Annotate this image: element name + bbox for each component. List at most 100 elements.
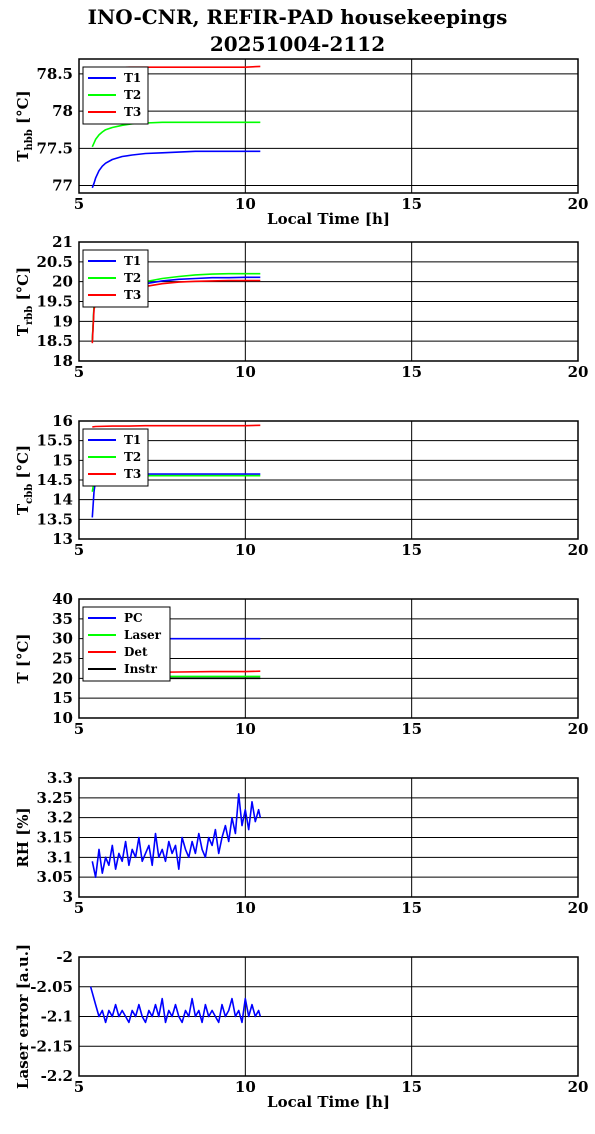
y-tick-label: 20.5	[36, 253, 73, 271]
y-tick-label: 35	[52, 610, 73, 628]
x-tick-label: 20	[568, 541, 589, 559]
chart-panel-rh: 3 3.05 3.13.15 3.2 3.25 3.3 5 10 15 20 RH [%]	[14, 769, 588, 917]
legend-label: T3	[124, 467, 141, 481]
y-tick-label: 3.05	[36, 868, 73, 886]
y-tick-label: 3.2	[47, 809, 73, 827]
y-tick-label: 3.25	[36, 789, 73, 807]
y-axis-label: RH [%]	[14, 807, 32, 867]
x-tick-label: 5	[74, 720, 84, 738]
x-tick-label: 10	[235, 899, 256, 917]
series-line-data	[91, 793, 262, 879]
legend-label: T2	[124, 88, 141, 102]
plot-frame	[78, 420, 579, 540]
legend-label: Det	[124, 645, 148, 659]
legend-label: Laser	[124, 628, 162, 642]
legend: PC Laser Det Instr	[82, 606, 171, 682]
x-axis-label: Local Time [h]	[267, 1093, 390, 1111]
y-tick-label: 14	[52, 491, 73, 509]
x-tick-label: 15	[401, 541, 422, 559]
y-tick-label: 15	[52, 451, 73, 469]
y-axis-label: Trbb [°C]	[14, 267, 35, 336]
plot-frame	[78, 241, 579, 362]
legend-label: T2	[124, 450, 141, 464]
series-line-data	[89, 986, 262, 1024]
x-tick-label: 20	[568, 1078, 589, 1096]
plot-frame	[78, 58, 579, 194]
legend-label: T1	[124, 433, 141, 447]
y-tick-label: 20	[52, 273, 73, 291]
y-axis-label: Tcbb [°C]	[14, 445, 35, 515]
x-tick-label: 15	[401, 720, 422, 738]
x-tick-label: 5	[74, 541, 84, 559]
x-tick-label: 15	[401, 195, 422, 213]
plot-area	[79, 59, 578, 193]
x-tick-label: 15	[401, 1078, 422, 1096]
y-tick-label: 78.5	[36, 65, 73, 83]
page-subtitle: 20251004-2112	[209, 32, 386, 56]
series-line-t1	[91, 150, 261, 189]
y-axis-label: Laser error [a.u.]	[14, 944, 32, 1089]
y-tick-label: 3.1	[47, 848, 73, 866]
y-tick-label: 14.5	[36, 471, 73, 489]
x-tick-label: 10	[235, 541, 256, 559]
y-tick-label: 13.5	[36, 510, 73, 528]
legend-label: T1	[124, 254, 141, 268]
x-tick-label: 20	[568, 720, 589, 738]
x-tick-label: 10	[235, 195, 256, 213]
x-tick-label: 15	[401, 899, 422, 917]
y-tick-label: -2.2	[41, 1067, 73, 1085]
plot-frame	[78, 777, 579, 898]
y-tick-label: 18.5	[36, 332, 73, 350]
legend: T1 T2 T3	[82, 249, 149, 308]
legend-label: T1	[124, 71, 141, 85]
y-tick-label: 78	[52, 102, 73, 120]
y-tick-label: -2.15	[30, 1037, 73, 1055]
chart-panel-laser: -2.2 -2.15 -2.1 -2.05 -2 5 10 15 20 Local Time [h…	[14, 944, 588, 1111]
legend-label: Instr	[124, 662, 158, 676]
legend-label: T3	[124, 105, 141, 119]
y-tick-label: 77.5	[36, 139, 73, 157]
y-tick-label: 16	[52, 412, 73, 430]
y-tick-label: 19.5	[36, 293, 73, 311]
plot-frame	[78, 598, 579, 719]
x-tick-label: 20	[568, 363, 589, 381]
y-tick-label: -2.05	[30, 978, 73, 996]
y-tick-label: 18	[52, 352, 73, 370]
y-tick-label: 10	[52, 709, 73, 727]
y-tick-label: 77	[52, 177, 73, 195]
x-tick-label: 20	[568, 195, 589, 213]
plot-frame	[78, 956, 579, 1077]
x-tick-label: 10	[235, 363, 256, 381]
y-tick-label: 3	[63, 888, 73, 906]
x-tick-label: 10	[235, 1078, 256, 1096]
chart-panel-hbb: 77 77.5 78 78.5 5 10 15 20 Local Time [h] Thbb [°…	[14, 58, 589, 228]
y-tick-label: 20	[52, 669, 73, 687]
y-tick-label: 3.3	[47, 769, 73, 787]
x-tick-label: 5	[74, 195, 84, 213]
y-tick-label: 15	[52, 689, 73, 707]
y-tick-label: 30	[52, 630, 73, 648]
x-tick-label: 5	[74, 363, 84, 381]
legend-label: T3	[124, 288, 141, 302]
y-tick-label: 21	[52, 233, 73, 251]
title-block: INO-CNR, REFIR-PAD housekeepings 2025100…	[0, 4, 595, 58]
y-tick-label: 25	[52, 650, 73, 668]
y-tick-label: 40	[52, 590, 73, 608]
y-tick-label: 13	[52, 530, 73, 548]
page-title: INO-CNR, REFIR-PAD housekeepings	[87, 5, 508, 29]
y-axis-label: T [°C]	[14, 633, 32, 683]
y-axis-label: Thbb [°C]	[14, 90, 35, 161]
y-tick-label: -2	[56, 948, 73, 966]
series-line-t3	[92, 424, 261, 428]
x-tick-label: 20	[568, 899, 589, 917]
legend: T1 T2 T3	[82, 428, 149, 487]
legend-label: PC	[124, 611, 143, 625]
legend-label: T2	[124, 271, 141, 285]
y-tick-label: 19	[52, 312, 73, 330]
y-tick-label: -2.1	[41, 1008, 73, 1026]
y-tick-label: 15.5	[36, 432, 73, 450]
